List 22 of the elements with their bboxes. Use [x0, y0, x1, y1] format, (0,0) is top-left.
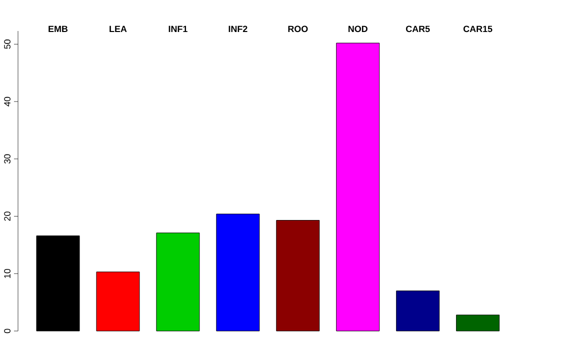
y-tick-label: 0	[4, 328, 10, 334]
bar	[216, 214, 260, 332]
x-tick-label: INF1	[168, 26, 188, 32]
bar	[396, 290, 440, 332]
x-tick-label: LEA	[110, 26, 127, 32]
bar	[96, 272, 140, 332]
y-tick-label: 40	[4, 96, 10, 106]
y-tick-label: 10	[4, 269, 10, 278]
x-tick-label: ROO	[288, 26, 308, 32]
bar	[456, 314, 500, 332]
x-tick-label: EMB	[48, 26, 68, 32]
y-tick-label: 20	[4, 212, 10, 221]
bar	[336, 42, 380, 332]
bar	[156, 232, 200, 332]
x-tick-label: INF2	[228, 26, 248, 32]
x-tick-label: CAR5	[406, 26, 430, 32]
x-tick-label: CAR15	[464, 26, 492, 32]
bar	[36, 236, 80, 332]
x-tick-label: NOD	[348, 26, 368, 32]
bar	[276, 220, 320, 332]
y-tick-label: 30	[4, 154, 10, 164]
y-tick-label: 50	[4, 40, 10, 49]
